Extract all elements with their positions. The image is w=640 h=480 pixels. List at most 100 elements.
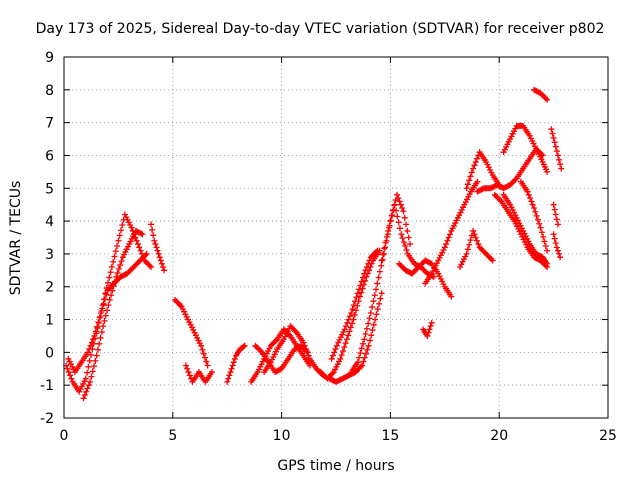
data-point [389, 212, 396, 219]
data-point [102, 312, 109, 319]
data-point [533, 212, 540, 219]
data-point [302, 346, 309, 353]
data-point [529, 201, 536, 208]
plot-frame [63, 56, 609, 419]
data-point [182, 362, 189, 369]
data-point [305, 352, 312, 359]
data-point [226, 372, 233, 379]
x-tick-label: 15 [381, 428, 399, 444]
data-point [558, 165, 565, 172]
data-point [96, 314, 103, 321]
data-point [83, 388, 90, 395]
data-point [272, 337, 279, 344]
data-point [227, 369, 234, 376]
data-point [184, 365, 191, 372]
data-point [380, 251, 387, 258]
data-point [346, 313, 353, 320]
data-point [85, 363, 92, 370]
data-point [549, 130, 556, 137]
data-point [524, 188, 531, 195]
data-point [115, 237, 122, 244]
data-point [381, 245, 388, 252]
data-point [474, 237, 481, 244]
data-point [362, 277, 369, 284]
data-point [154, 247, 161, 254]
data-point [199, 346, 206, 353]
data-point [133, 237, 140, 244]
data-point [393, 207, 400, 214]
y-tick-label: 3 [45, 247, 54, 263]
data-point [332, 346, 339, 353]
data-point [224, 378, 231, 385]
data-point [116, 232, 123, 239]
data-point [358, 278, 365, 285]
data-point [134, 241, 141, 248]
data-point [84, 369, 91, 376]
data-point [399, 235, 406, 242]
data-point [474, 155, 481, 162]
data-point [425, 329, 432, 336]
data-point [102, 290, 109, 297]
x-axis-label: GPS time / hours [277, 458, 394, 474]
data-point [89, 368, 96, 375]
x-tick-label: 20 [490, 428, 508, 444]
data-point [532, 208, 539, 215]
data-point [136, 244, 143, 251]
data-point [337, 355, 344, 362]
data-point [371, 292, 378, 299]
data-point [352, 298, 359, 305]
data-point [377, 295, 384, 302]
y-tick-label: 4 [45, 214, 54, 230]
data-point [554, 152, 561, 159]
data-point [400, 208, 407, 215]
data-point [548, 126, 555, 133]
data-point [364, 346, 371, 353]
data-point [397, 201, 404, 208]
data-point [358, 345, 365, 352]
data-point [356, 354, 363, 361]
data-point [328, 355, 335, 362]
data-point [67, 372, 74, 379]
data-point [105, 302, 112, 309]
data-point [464, 181, 471, 188]
data-point [137, 247, 144, 254]
data-point [551, 139, 558, 146]
series-arc-w [491, 191, 551, 271]
data-point [111, 253, 118, 260]
data-point [363, 264, 370, 271]
y-axis-label: SDTVAR / TECUs [8, 181, 24, 296]
data-point [445, 234, 452, 241]
data-point [65, 369, 72, 376]
data-point [88, 339, 95, 346]
data-point [368, 332, 375, 339]
data-point [512, 176, 519, 183]
data-point [373, 248, 380, 255]
data-point [202, 354, 209, 361]
data-point [370, 298, 377, 305]
data-point [554, 247, 561, 254]
data-point [544, 96, 551, 103]
data-point [231, 355, 238, 362]
data-point [470, 227, 477, 234]
data-point [347, 324, 354, 331]
data-point [404, 227, 411, 234]
data-point [537, 224, 544, 231]
data-point [198, 342, 205, 349]
series-arc-ab [548, 126, 565, 172]
data-point [396, 198, 403, 205]
data-point [550, 134, 557, 141]
data-point [92, 328, 99, 335]
data-point [115, 266, 122, 273]
data-point [118, 227, 125, 234]
data-point [426, 326, 433, 333]
data-point [240, 343, 247, 350]
data-point [525, 191, 532, 198]
data-point [401, 214, 408, 221]
data-points [63, 86, 565, 402]
series-arc-v [500, 122, 551, 175]
data-point [373, 286, 380, 293]
data-point [443, 241, 450, 248]
y-tick-label: 0 [45, 345, 54, 361]
data-point [333, 342, 340, 349]
data-point [345, 332, 352, 339]
